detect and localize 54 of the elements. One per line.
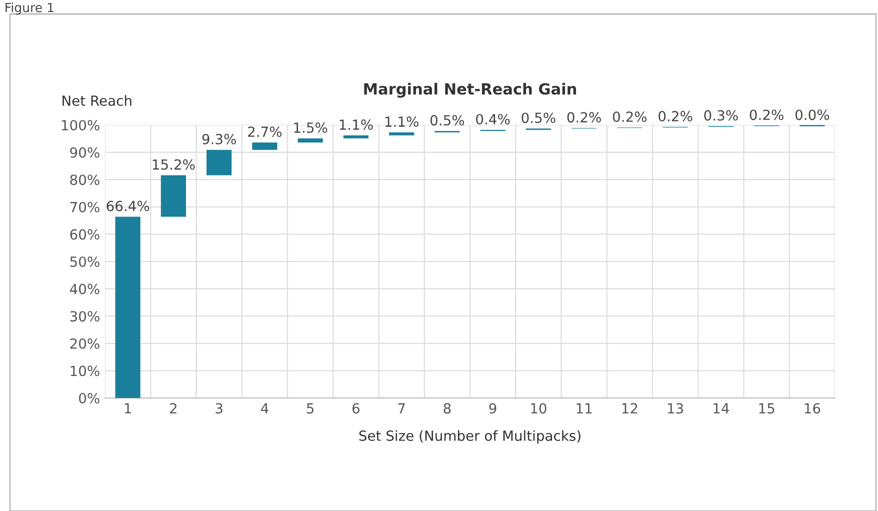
chart-title: Marginal Net-Reach Gain (364, 82, 576, 98)
x-tick-label: 16 (804, 403, 820, 414)
x-tick-label: 10 (531, 403, 546, 414)
x-tick-label: 1 (124, 403, 131, 414)
bar (298, 138, 323, 142)
caption: Figure 1 (6, 2, 54, 15)
data-label: 1.1% (340, 119, 373, 130)
x-tick-label: 12 (622, 403, 638, 414)
data-label: 0.0% (795, 110, 830, 120)
bar (343, 135, 368, 138)
x-tick-label: 2 (170, 403, 176, 414)
data-label: 0.4% (476, 114, 510, 124)
bar (252, 142, 278, 150)
x-tick-label: 8 (444, 403, 451, 414)
data-label: 1.5% (294, 122, 328, 133)
bar (206, 150, 232, 176)
y-tick-label: 0% (79, 392, 100, 404)
x-tick-label: 9 (489, 403, 496, 414)
data-label: 0.5% (522, 112, 556, 124)
data-label: 2.7% (248, 126, 282, 138)
x-tick-label: 11 (576, 403, 592, 414)
data-label: 0.2% (750, 110, 784, 120)
x-axis-title: Set Size (Number of Multipacks) (359, 430, 580, 444)
x-tick-label: 3 (216, 403, 222, 414)
y-tick-label: 60% (70, 229, 100, 240)
x-tick-label: 4 (260, 403, 268, 414)
data-label: 0.2% (612, 111, 647, 122)
data-label: 15.2% (152, 159, 195, 170)
y-tick-label: 70% (70, 202, 100, 212)
bar (160, 175, 186, 217)
x-tick-label: 7 (398, 403, 405, 414)
y-tick-label: 50% (70, 256, 100, 267)
y-tick-label: 90% (70, 147, 100, 158)
y-tick-label: 20% (70, 338, 100, 349)
y-tick-label: 100% (62, 120, 100, 130)
y-tick-label: 40% (70, 284, 100, 294)
x-tick-label: 14 (714, 403, 729, 414)
y-tick-label: 10% (70, 366, 100, 376)
y-axis-title: Net Reach (62, 95, 132, 106)
bar (115, 216, 140, 398)
x-tick-label: 15 (759, 403, 774, 414)
data-label: 0.2% (658, 110, 692, 122)
y-tick-label: 80% (70, 174, 100, 186)
x-tick-label: 6 (352, 403, 360, 414)
data-label: 66.4% (106, 200, 150, 212)
x-tick-label: 5 (306, 403, 314, 414)
data-label: 0.2% (567, 112, 601, 123)
y-tick-label: 30% (70, 311, 100, 322)
data-label: 0.3% (704, 110, 738, 121)
data-label: 9.3% (202, 134, 236, 144)
bar (389, 132, 414, 136)
data-label: 0.5% (430, 115, 464, 126)
x-tick-label: 13 (668, 403, 684, 414)
data-label: 1.1% (385, 116, 418, 127)
